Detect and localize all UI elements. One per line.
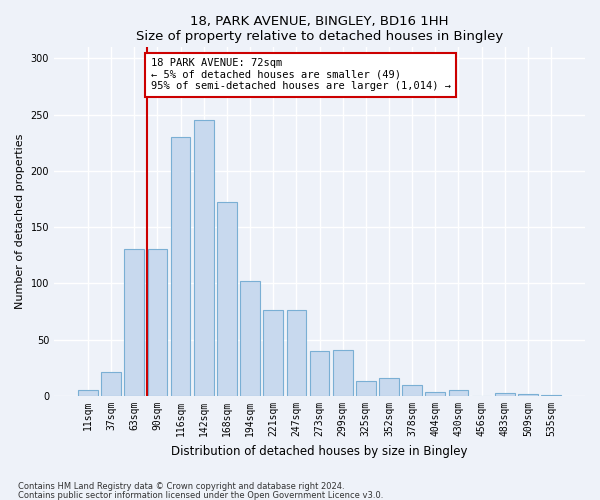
Bar [541,395,561,396]
Text: 18 PARK AVENUE: 72sqm
← 5% of detached houses are smaller (49)
95% of semi-detac: 18 PARK AVENUE: 72sqm ← 5% of detached h… [151,58,451,92]
Bar [287,310,306,396]
Bar [78,390,98,396]
Bar [101,372,121,396]
Bar [217,202,237,396]
Bar [171,137,190,396]
Bar [310,351,329,396]
X-axis label: Distribution of detached houses by size in Bingley: Distribution of detached houses by size … [171,444,468,458]
Bar [356,382,376,396]
Text: Contains HM Land Registry data © Crown copyright and database right 2024.: Contains HM Land Registry data © Crown c… [18,482,344,491]
Bar [425,392,445,396]
Bar [402,385,422,396]
Y-axis label: Number of detached properties: Number of detached properties [15,134,25,309]
Bar [263,310,283,396]
Bar [449,390,468,396]
Bar [240,281,260,396]
Bar [124,248,144,396]
Text: Contains public sector information licensed under the Open Government Licence v3: Contains public sector information licen… [18,490,383,500]
Bar [194,120,214,396]
Bar [495,392,515,396]
Bar [148,248,167,396]
Title: 18, PARK AVENUE, BINGLEY, BD16 1HH
Size of property relative to detached houses : 18, PARK AVENUE, BINGLEY, BD16 1HH Size … [136,15,503,43]
Bar [333,350,353,396]
Bar [518,394,538,396]
Bar [379,378,399,396]
